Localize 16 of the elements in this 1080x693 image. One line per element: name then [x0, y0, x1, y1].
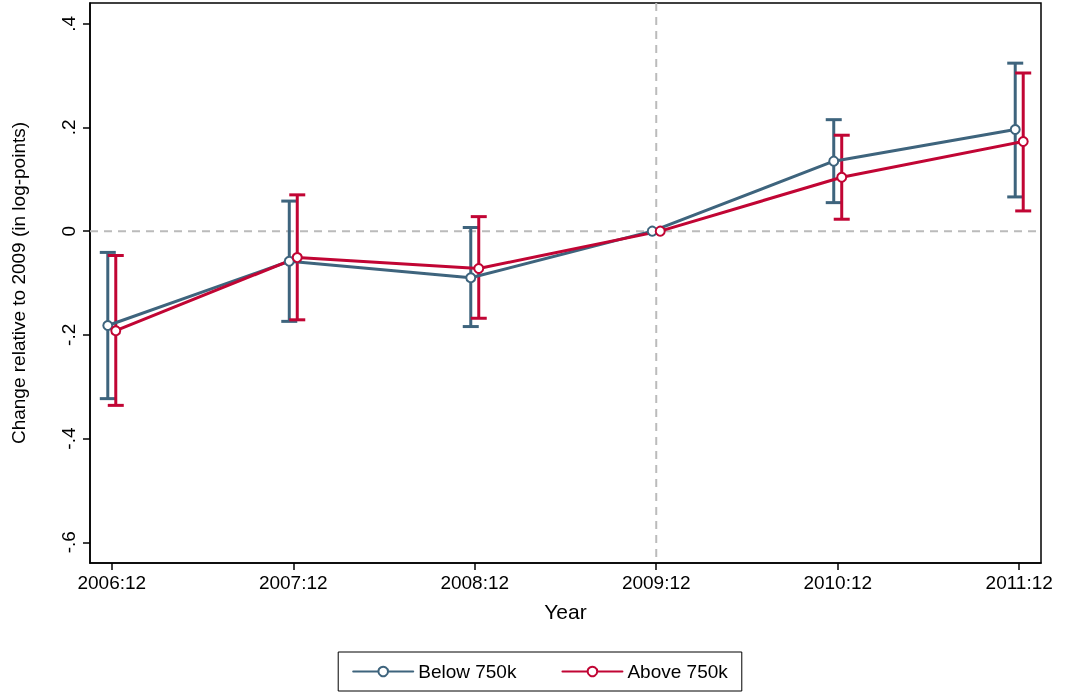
x-tick-label: 2011:12 [985, 572, 1053, 593]
y-axis-title: Change relative to 2009 (in log-points) [8, 121, 29, 445]
legend-label: Below 750k [418, 661, 517, 682]
x-tick-label: 2009:12 [621, 572, 691, 593]
x-axis-title: Year [544, 600, 587, 623]
y-tick-label: 0 [58, 225, 79, 237]
y-tick-label: -.2 [58, 323, 79, 346]
y-tick-label: -.6 [58, 531, 79, 554]
x-tick-label: 2007:12 [258, 572, 328, 593]
y-tick-label: .4 [58, 15, 79, 32]
legend-label: Above 750k [627, 661, 729, 682]
y-tick-label: -.4 [58, 427, 79, 450]
x-tick-label: 2006:12 [77, 572, 147, 593]
x-tick-label: 2008:12 [440, 572, 510, 593]
y-tick-label: .2 [58, 119, 79, 136]
x-tick-label: 2010:12 [803, 572, 873, 593]
